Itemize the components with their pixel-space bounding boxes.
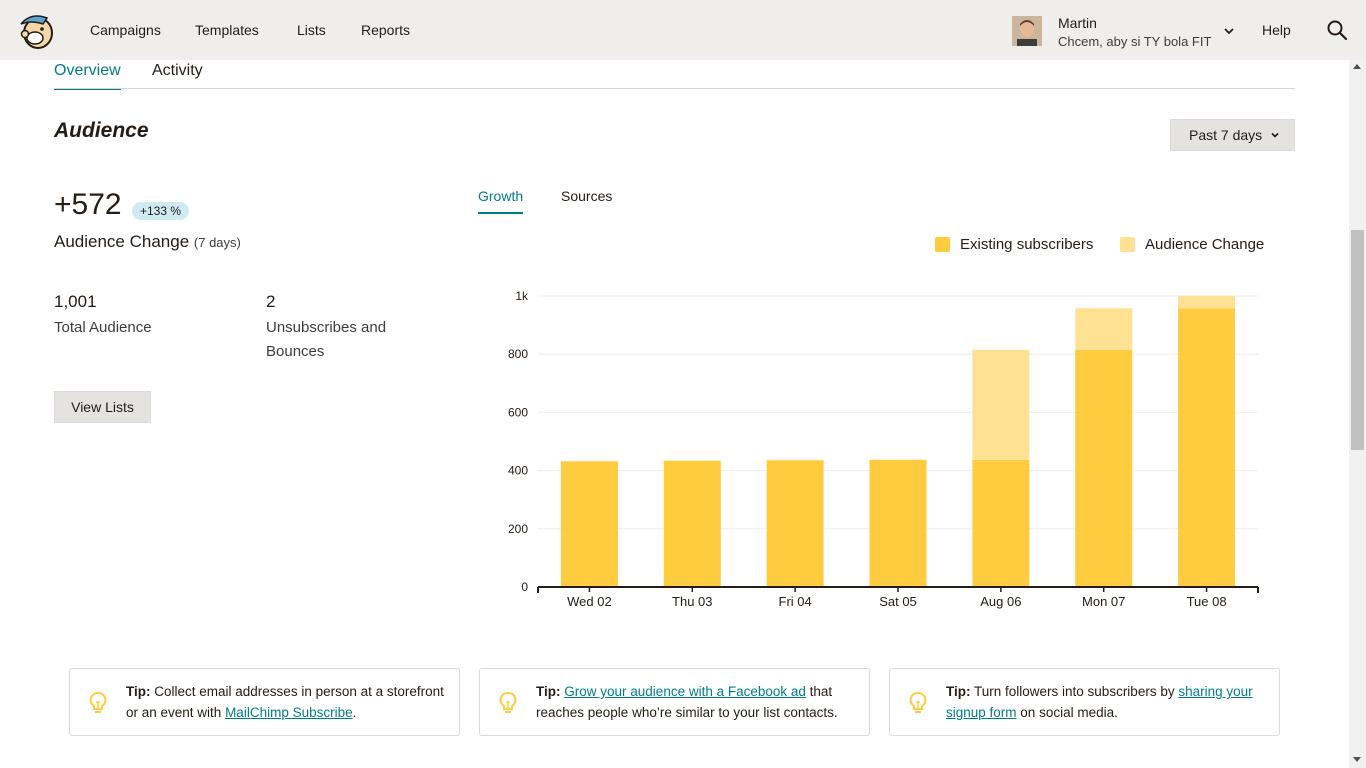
bar-existing	[869, 459, 927, 587]
total-audience-value: 1,001	[54, 292, 97, 311]
bar-change	[1075, 308, 1133, 350]
user-subtitle[interactable]: Chcem, aby si TY bola FIT	[1058, 34, 1212, 49]
tab-sources[interactable]: Sources	[561, 188, 613, 204]
y-tick-label: 800	[508, 347, 528, 361]
tabs-divider	[54, 88, 1295, 89]
tip-text: Tip: Grow your audience with a Facebook …	[536, 681, 861, 723]
help-link[interactable]: Help	[1262, 22, 1291, 38]
y-tick-label: 200	[508, 522, 528, 536]
mailchimp-logo-icon[interactable]	[17, 12, 55, 50]
y-tick-label: 600	[508, 405, 528, 419]
bar-existing	[1075, 349, 1133, 587]
y-tick-label: 400	[508, 464, 528, 478]
tip-card: Tip: Grow your audience with a Facebook …	[479, 668, 870, 736]
audience-growth-chart: 0 200 400 600 800 1k Wed 02 Thu 03 Fri 04 Sat 05 A…	[508, 289, 1259, 609]
scroll-down-icon[interactable]	[1353, 757, 1361, 762]
nav-templates[interactable]: Templates	[195, 22, 259, 38]
audience-change-label: Audience Change (7 days)	[54, 232, 241, 252]
tip-link-signup-form[interactable]: sharing your signup form	[946, 684, 1253, 720]
bar-change	[1178, 295, 1236, 309]
change-percent-badge: +133 %	[132, 202, 190, 220]
bar-existing	[560, 461, 618, 587]
unsubscribes-value: 2	[266, 292, 276, 311]
bar-change	[972, 349, 1030, 460]
view-lists-button[interactable]: View Lists	[54, 391, 151, 423]
tip-link-facebook-ad[interactable]: Grow your audience with a Facebook ad	[564, 684, 806, 699]
tab-growth[interactable]: Growth	[478, 188, 524, 214]
bar-change	[766, 459, 824, 461]
bar-existing	[766, 460, 824, 587]
scrollbar-thumb[interactable]	[1351, 230, 1364, 450]
tip-body-end: .	[352, 705, 357, 720]
tip-label: Tip:	[946, 684, 971, 699]
nav-reports[interactable]: Reports	[361, 22, 411, 38]
y-tick-label: 1k	[515, 289, 529, 303]
tip-body-end: on social media.	[1016, 705, 1118, 720]
x-tick-label: Thu 03	[672, 594, 712, 609]
x-tick-label: Sat 05	[879, 594, 917, 609]
legend-existing: Existing subscribers	[935, 236, 1093, 253]
legend-change: Audience Change	[1120, 236, 1264, 253]
tip-card: Tip: Collect email addresses in person a…	[69, 668, 460, 736]
tip-label: Tip:	[126, 684, 151, 699]
top-navigation: Campaigns Templates Lists Reports Martin…	[0, 0, 1366, 60]
unsubscribes-label: Unsubscribes and Bounces	[266, 319, 387, 360]
lightbulb-icon	[89, 692, 107, 713]
tip-body: Turn followers into subscribers by	[970, 684, 1179, 699]
x-tick-label: Fri 04	[779, 594, 812, 609]
legend-swatch-existing	[935, 237, 950, 252]
audience-change-title: Audience Change	[54, 232, 190, 251]
chevron-down-icon[interactable]	[1222, 24, 1236, 38]
x-tick-label: Aug 06	[980, 594, 1021, 609]
audience-change-value: +572	[54, 188, 122, 221]
section-title: Audience	[54, 119, 149, 142]
legend-swatch-change	[1120, 237, 1135, 252]
chevron-down-icon	[1271, 132, 1279, 138]
tip-card: Tip: Turn followers into subscribers by …	[889, 668, 1280, 736]
tab-activity[interactable]: Activity	[152, 62, 203, 79]
nav-lists[interactable]: Lists	[297, 22, 326, 38]
date-range-dropdown[interactable]: Past 7 days	[1170, 119, 1295, 151]
y-tick-label: 0	[521, 580, 528, 594]
x-tick-label: Tue 08	[1187, 594, 1227, 609]
legend-label-existing: Existing subscribers	[960, 236, 1094, 253]
lightbulb-icon	[909, 692, 927, 713]
tip-body-end: that reaches people who’re similar to yo…	[536, 684, 838, 720]
tip-link-mailchimp-subscribe[interactable]: MailChimp Subscribe	[225, 705, 353, 720]
bar-existing	[972, 459, 1030, 587]
user-name[interactable]: Martin	[1058, 15, 1097, 31]
tab-overview[interactable]: Overview	[54, 62, 121, 90]
bar-existing	[1178, 308, 1236, 587]
legend-label-change: Audience Change	[1145, 236, 1265, 253]
search-icon[interactable]	[1326, 19, 1348, 41]
tip-body: Collect email addresses in person at a s…	[126, 684, 444, 720]
audience-change-period: (7 days)	[193, 235, 241, 250]
date-range-label: Past 7 days	[1189, 127, 1263, 143]
scroll-up-icon[interactable]	[1353, 64, 1361, 69]
lightbulb-icon	[499, 692, 517, 713]
nav-campaigns[interactable]: Campaigns	[90, 22, 161, 38]
avatar[interactable]	[1012, 16, 1042, 46]
tip-text: Tip: Turn followers into subscribers by …	[946, 681, 1271, 723]
x-tick-label: Wed 02	[567, 594, 612, 609]
x-tick-label: Mon 07	[1082, 594, 1125, 609]
tip-label: Tip:	[536, 684, 561, 699]
total-audience-label: Total Audience	[54, 319, 152, 336]
tip-text: Tip: Collect email addresses in person a…	[126, 681, 451, 723]
bar-existing	[663, 460, 721, 587]
